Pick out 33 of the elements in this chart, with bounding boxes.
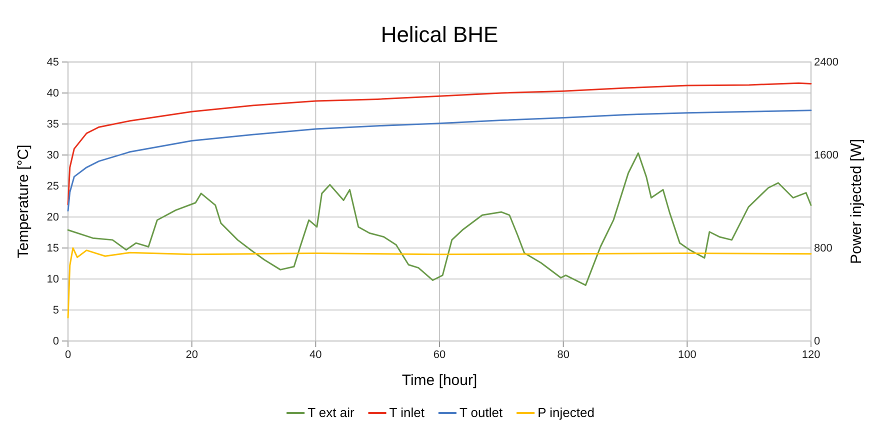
y2-tick-label: 0 <box>814 336 820 348</box>
y-tick-label: 10 <box>46 274 59 286</box>
legend-label: P injected <box>538 405 594 420</box>
y-tick-label: 5 <box>52 304 59 317</box>
y-tick-label: 35 <box>46 118 59 131</box>
x-tick-label: 80 <box>557 348 570 361</box>
x-tick-label: 60 <box>433 348 446 361</box>
y2-tick-label: 1600 <box>814 150 838 162</box>
y-tick-label: 40 <box>46 88 59 100</box>
legend-label: T inlet <box>389 405 425 420</box>
y-tick-label: 30 <box>46 150 59 162</box>
x-tick-label: 120 <box>802 348 820 361</box>
y-axis-title: Temperature [°C] <box>15 144 32 258</box>
x-tick-label: 100 <box>678 348 696 361</box>
line-series <box>67 82 812 206</box>
y-tick-label: 20 <box>46 212 59 224</box>
x-tick-label: 0 <box>64 348 72 361</box>
y2-axis-title: Power injected [W] <box>848 138 865 264</box>
y2-tick-label: 2400 <box>814 56 838 69</box>
y-tick-label: 45 <box>46 56 59 69</box>
x-axis-title: Time [hour] <box>402 372 478 389</box>
y2-tick-label: 800 <box>814 242 832 255</box>
legend-label: T outlet <box>459 405 503 420</box>
line-series <box>67 247 812 318</box>
legend-label: T ext air <box>308 405 355 420</box>
line-series <box>67 110 812 212</box>
x-tick-label: 40 <box>310 348 322 361</box>
line-series <box>67 152 812 286</box>
y-tick-label: 25 <box>46 180 59 193</box>
y-tick-label: 15 <box>46 242 59 255</box>
x-tick-label: 20 <box>186 348 198 361</box>
chart-title: Helical BHE <box>380 22 498 47</box>
y-tick-label: 0 <box>52 336 59 348</box>
